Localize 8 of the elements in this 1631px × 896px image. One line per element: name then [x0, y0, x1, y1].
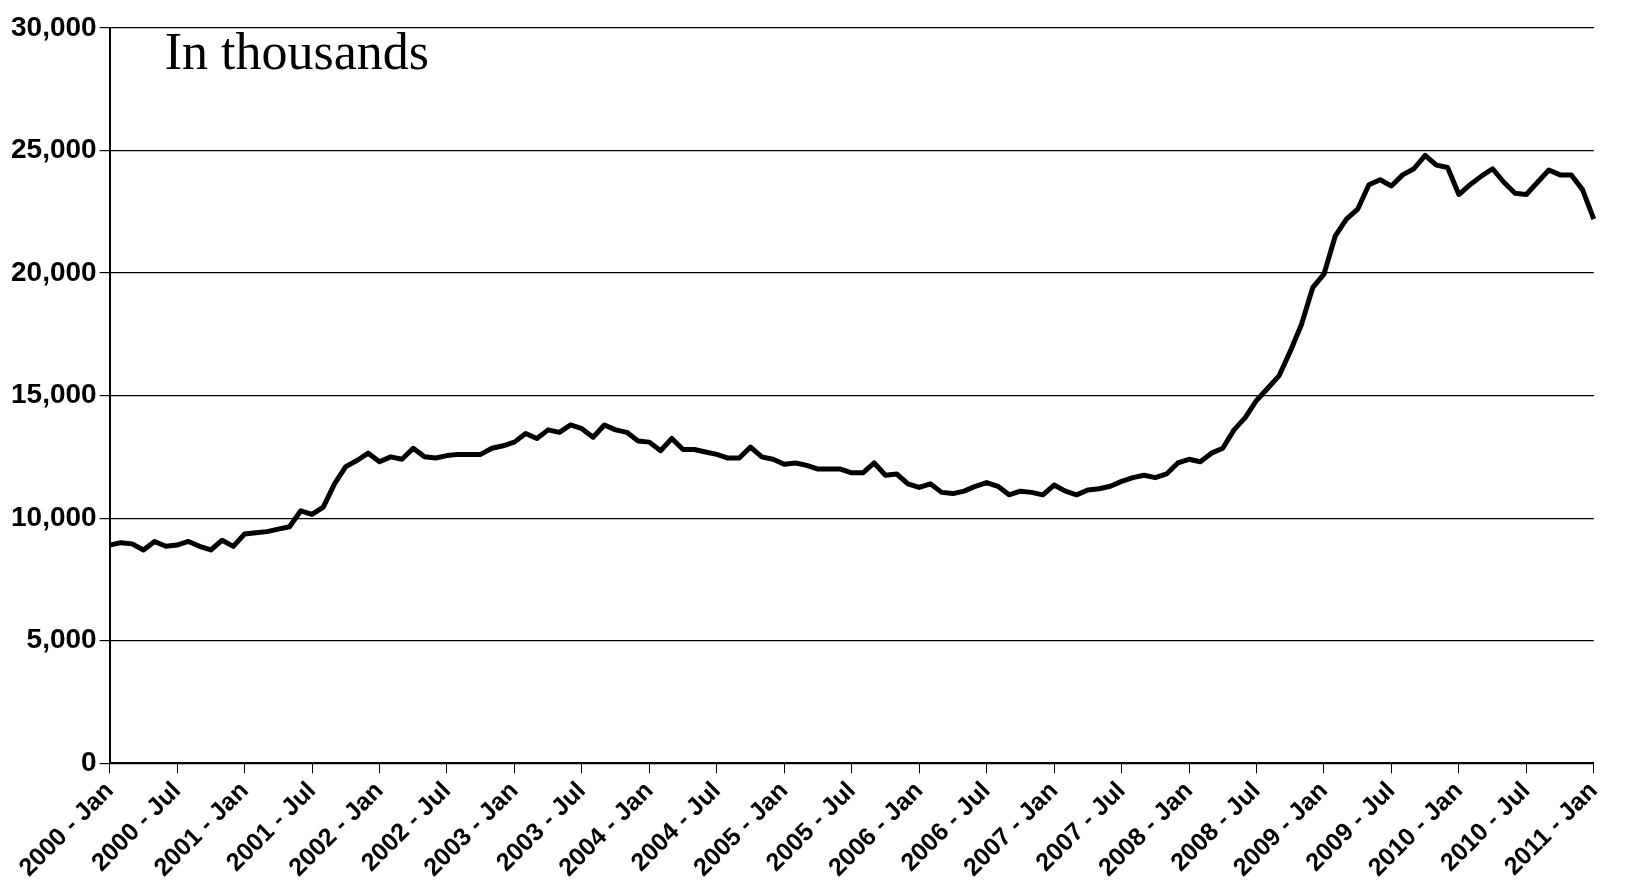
y-tick-label: 10,000 — [11, 500, 97, 532]
y-tick-label: 25,000 — [11, 133, 97, 165]
y-tick-label: 15,000 — [11, 378, 97, 410]
y-tick-label: 30,000 — [11, 10, 97, 42]
y-tick-label: 5,000 — [26, 623, 97, 655]
annotation: In thousands — [164, 23, 429, 81]
y-tick-label: 20,000 — [11, 255, 97, 287]
y-tick-label: 0 — [81, 746, 97, 778]
